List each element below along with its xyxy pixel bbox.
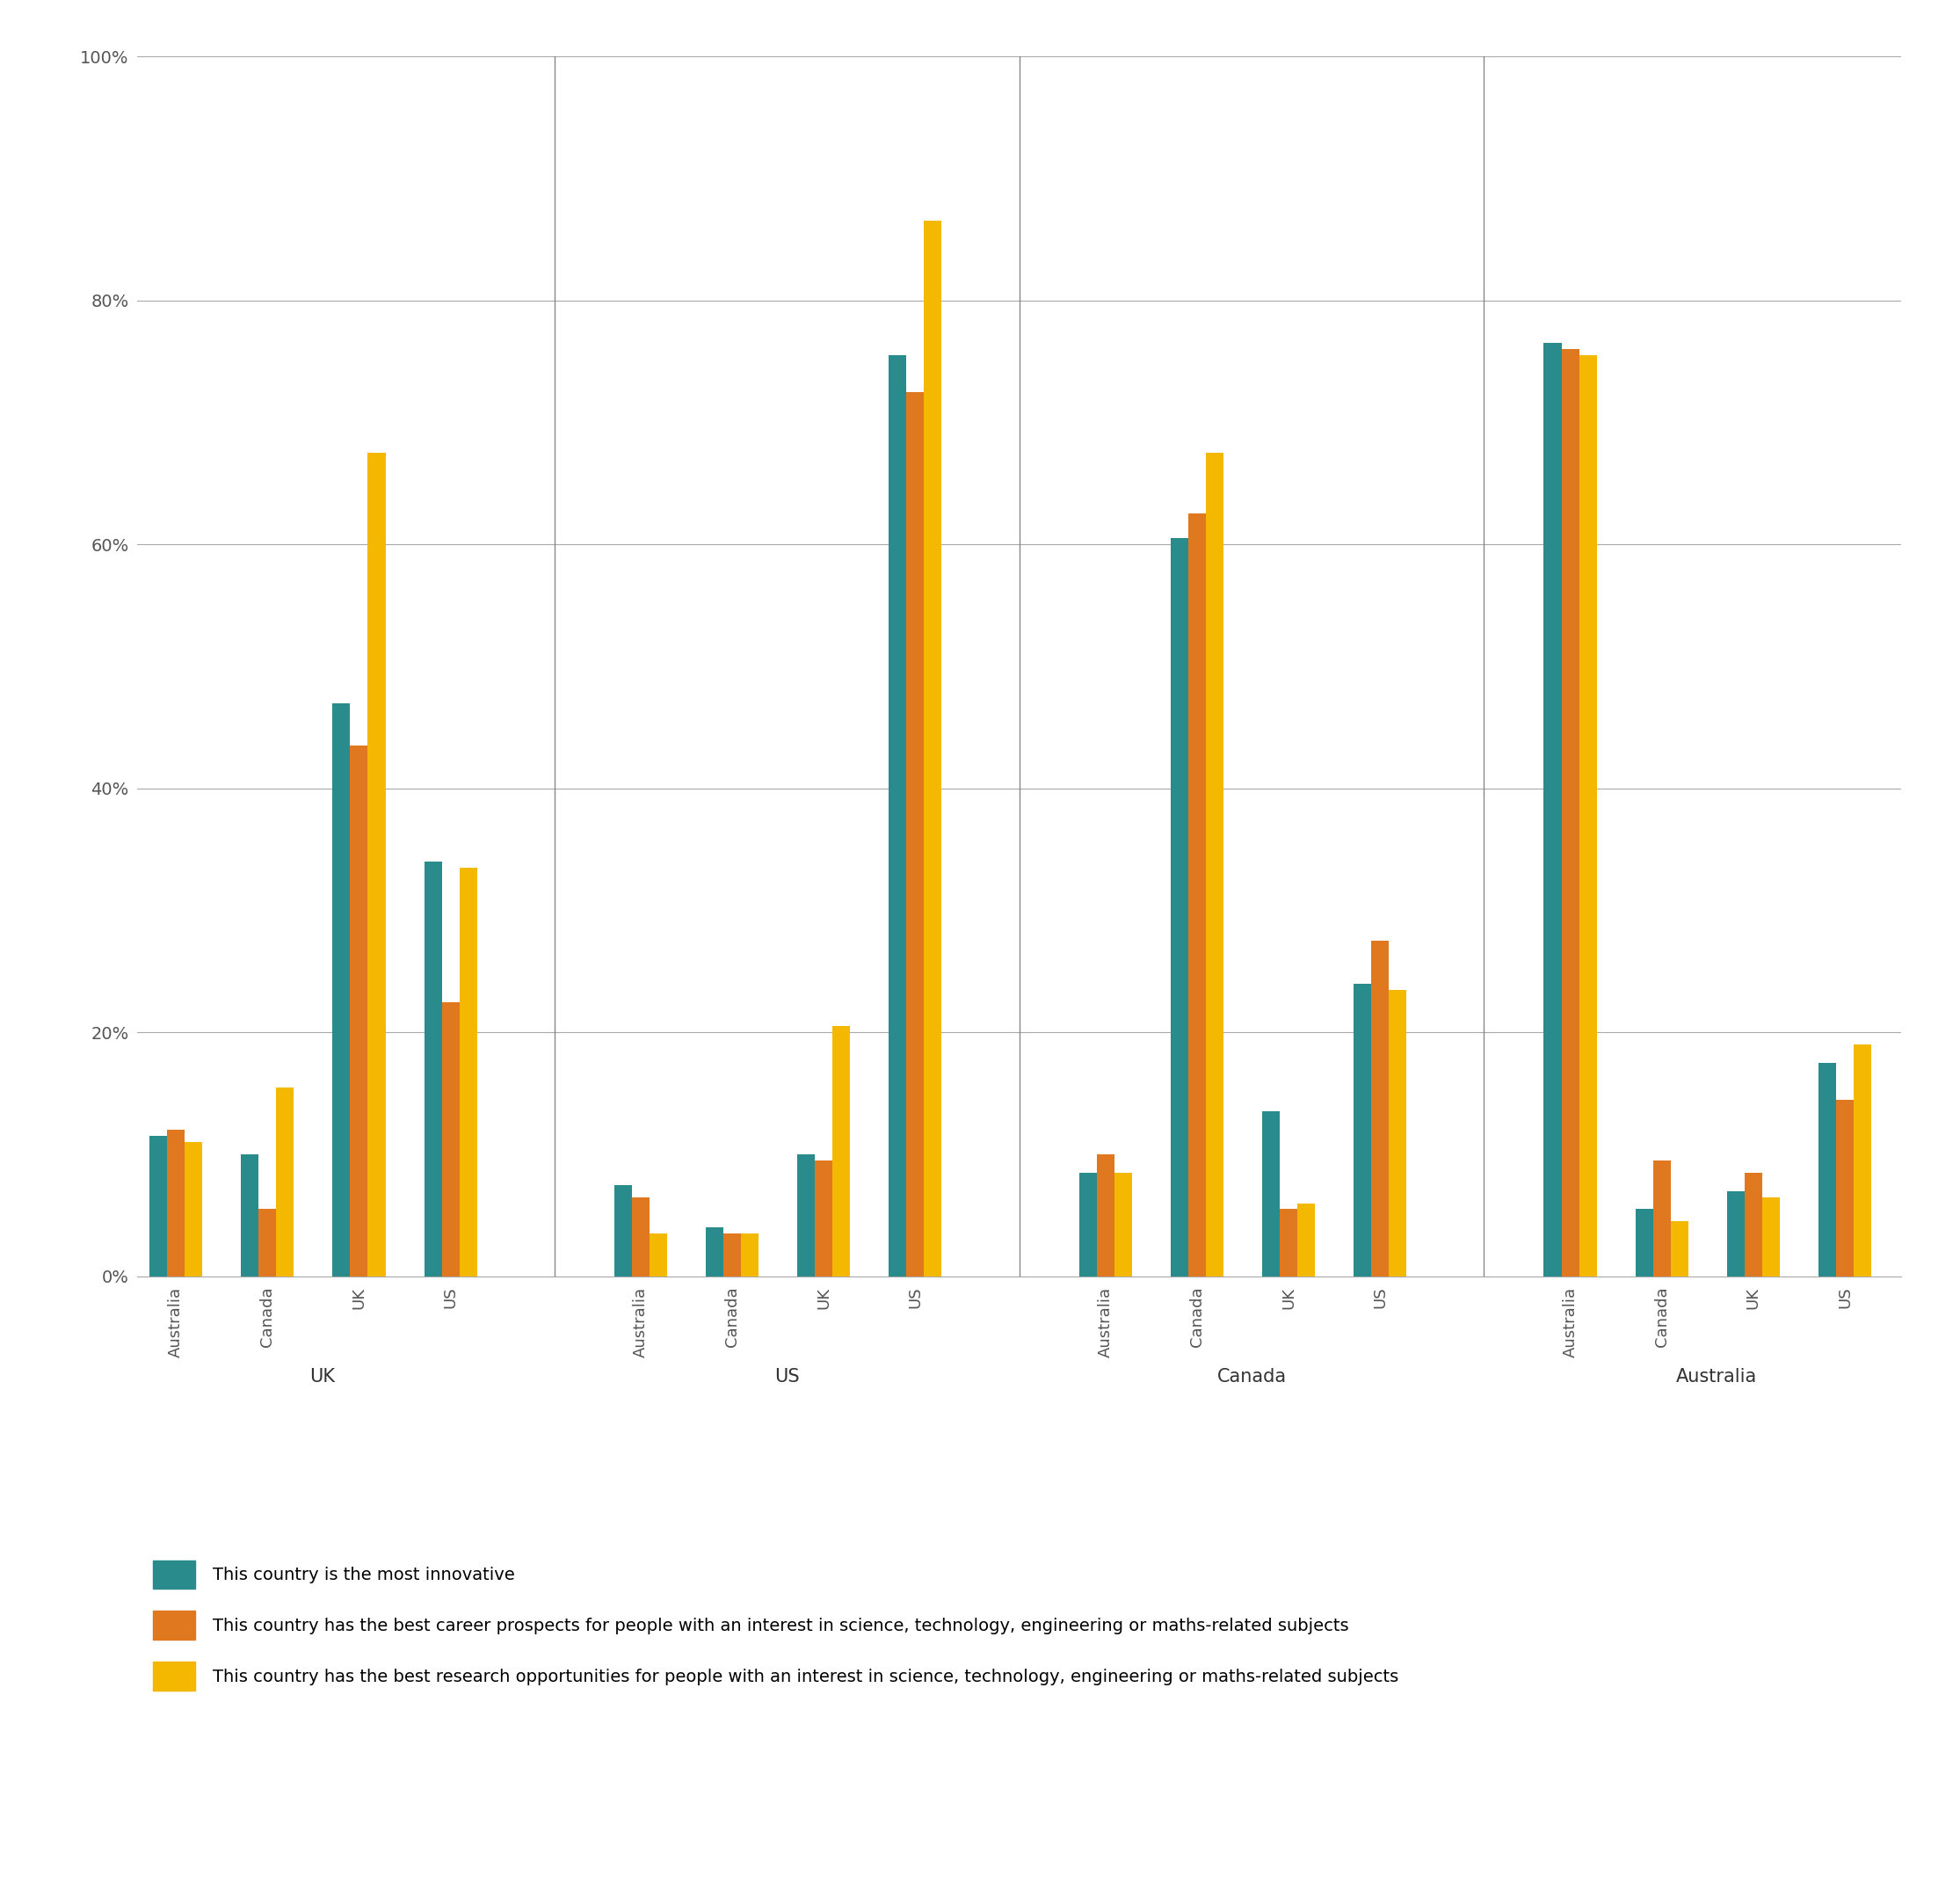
Bar: [441, 1002, 459, 1276]
Bar: [1544, 343, 1562, 1276]
Text: UK: UK: [310, 1368, 335, 1385]
Bar: [1080, 1173, 1098, 1276]
Bar: [1837, 1100, 1854, 1276]
Bar: [333, 702, 351, 1276]
Bar: [890, 355, 907, 1276]
Text: Canada: Canada: [1217, 1368, 1286, 1385]
Bar: [351, 745, 368, 1276]
Bar: [1652, 1160, 1670, 1276]
Text: US: US: [774, 1368, 800, 1385]
Bar: [1115, 1173, 1131, 1276]
Bar: [723, 1233, 741, 1276]
Bar: [907, 392, 923, 1276]
Bar: [1188, 514, 1205, 1276]
Bar: [149, 1136, 167, 1276]
Bar: [1670, 1222, 1688, 1276]
Text: Australia: Australia: [1676, 1368, 1756, 1385]
Bar: [1580, 355, 1597, 1276]
Bar: [1098, 1154, 1115, 1276]
Bar: [1205, 452, 1223, 1276]
Bar: [1170, 539, 1188, 1276]
Bar: [613, 1184, 631, 1276]
Bar: [1372, 940, 1390, 1276]
Bar: [259, 1209, 276, 1276]
Bar: [1762, 1198, 1780, 1276]
Bar: [459, 867, 476, 1276]
Bar: [1354, 984, 1372, 1276]
Bar: [923, 221, 941, 1276]
Bar: [1390, 989, 1407, 1276]
Bar: [706, 1228, 723, 1276]
Bar: [833, 1027, 851, 1276]
Bar: [1854, 1044, 1872, 1276]
Bar: [1280, 1209, 1298, 1276]
Bar: [1262, 1111, 1280, 1276]
Bar: [241, 1154, 259, 1276]
Bar: [368, 452, 386, 1276]
Bar: [184, 1141, 202, 1276]
Bar: [1635, 1209, 1652, 1276]
Bar: [276, 1087, 294, 1276]
Bar: [1562, 349, 1580, 1276]
Bar: [1819, 1062, 1837, 1276]
Legend: This country is the most innovative, This country has the best career prospects : This country is the most innovative, Thi…: [145, 1554, 1405, 1697]
Bar: [631, 1198, 649, 1276]
Bar: [741, 1233, 759, 1276]
Bar: [167, 1130, 184, 1276]
Bar: [423, 862, 441, 1276]
Bar: [815, 1160, 833, 1276]
Bar: [798, 1154, 815, 1276]
Bar: [1298, 1203, 1315, 1276]
Bar: [1727, 1190, 1744, 1276]
Bar: [1744, 1173, 1762, 1276]
Bar: [649, 1233, 666, 1276]
